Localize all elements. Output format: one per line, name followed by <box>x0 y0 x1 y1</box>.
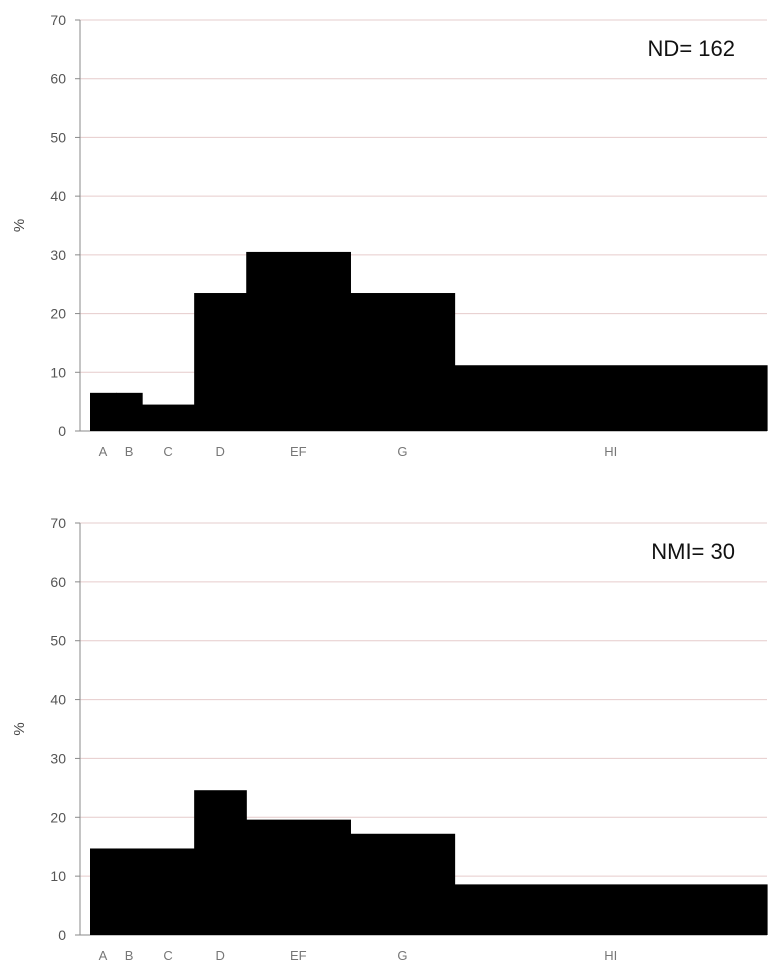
bar-g <box>350 833 456 935</box>
bar-d <box>194 790 247 935</box>
y-tick-label: 30 <box>50 750 66 766</box>
bar-b <box>116 392 143 431</box>
y-tick-label: 70 <box>50 515 66 531</box>
bar-g <box>350 293 456 431</box>
x-category-label: G <box>397 444 407 459</box>
x-category-label: A <box>99 948 108 963</box>
y-tick-label: 70 <box>50 12 66 28</box>
sample-size-annotation: NMI= 30 <box>651 539 735 564</box>
x-category-label: G <box>397 948 407 963</box>
y-tick-label: 50 <box>50 129 66 145</box>
y-tick-label: 40 <box>50 188 66 204</box>
y-tick-label: 20 <box>50 306 66 322</box>
y-tick-label: 0 <box>58 423 66 439</box>
x-category-label: B <box>125 948 134 963</box>
bar-hi <box>454 365 768 431</box>
bar-a <box>90 392 117 431</box>
y-axis-title: % <box>11 722 28 735</box>
y-tick-label: 50 <box>50 633 66 649</box>
bar-c <box>142 848 195 935</box>
x-category-label: B <box>125 444 134 459</box>
y-tick-label: 0 <box>58 927 66 943</box>
x-category-label: D <box>215 444 224 459</box>
y-tick-label: 10 <box>50 868 66 884</box>
bar-hi <box>454 884 768 935</box>
bar-ef <box>246 251 351 431</box>
x-category-label: C <box>163 948 172 963</box>
bar-a <box>90 848 117 935</box>
bar-b <box>116 848 143 935</box>
sample-size-annotation: ND= 162 <box>648 36 735 61</box>
x-category-label: EF <box>290 948 307 963</box>
x-category-label: A <box>99 444 108 459</box>
y-tick-label: 60 <box>50 71 66 87</box>
y-tick-label: 30 <box>50 247 66 263</box>
x-category-label: D <box>215 948 224 963</box>
y-tick-label: 40 <box>50 692 66 708</box>
y-axis-title: % <box>11 219 28 232</box>
x-category-label: C <box>163 444 172 459</box>
bar-ef <box>246 819 351 935</box>
chart-nmi: 0 10 20 30 40 50 60 70 A B C D EF G HI% NMI= 30 <box>11 515 768 963</box>
x-category-label: HI <box>604 444 617 459</box>
x-category-label: HI <box>604 948 617 963</box>
y-tick-label: 20 <box>50 809 66 825</box>
chart-nd: 0 10 20 30 40 50 60 70 A B C D EF G HI% ND= 162 <box>11 12 768 459</box>
y-tick-label: 10 <box>50 364 66 380</box>
bar-c <box>142 404 195 431</box>
y-tick-label: 60 <box>50 574 66 590</box>
x-category-label: EF <box>290 444 307 459</box>
bar-d <box>194 293 247 431</box>
